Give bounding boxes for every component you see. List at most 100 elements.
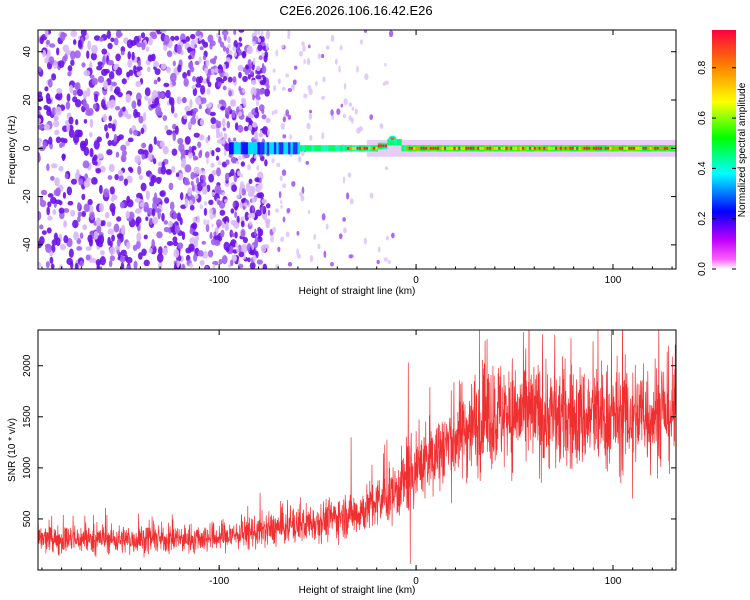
noise-blob [154, 68, 161, 76]
noise-blob [199, 259, 205, 266]
noise-blob [322, 76, 326, 83]
noise-blob [107, 140, 113, 147]
noise-blob [143, 234, 148, 240]
noise-blob [77, 211, 83, 218]
noise-blob [98, 37, 104, 42]
noise-blob [120, 144, 127, 152]
noise-blob [257, 44, 263, 52]
noise-blob [257, 38, 261, 43]
noise-blob [66, 257, 73, 266]
colorbar: 0.0 0.2 0.4 0.6 0.8 Normalized spectral ampl… [697, 30, 748, 276]
noise-blob [202, 170, 206, 176]
spectrogram-y-tick-label: -20 [22, 189, 33, 204]
noise-blob [240, 220, 245, 228]
noise-blob [95, 167, 102, 174]
noise-blob [280, 200, 283, 204]
noise-blob [72, 39, 77, 45]
noise-blob [47, 193, 54, 198]
noise-blob [183, 180, 191, 186]
noise-blob [194, 156, 199, 160]
noise-blob [265, 220, 270, 229]
noise-blob [134, 155, 141, 164]
signal-band-segment [254, 142, 258, 155]
noise-blob [93, 154, 98, 162]
noise-blob [192, 87, 198, 97]
signal-band-core [616, 146, 619, 150]
noise-blob [222, 85, 227, 91]
noise-blob [285, 231, 290, 238]
snr-panel: -100 0 100 500 1000 1500 2000 Height of straig… [7, 329, 677, 596]
noise-blob [286, 207, 291, 214]
signal-band-segment [401, 145, 405, 152]
noise-blob [210, 117, 217, 125]
signal-band-core [514, 146, 517, 150]
noise-blob [147, 152, 153, 162]
noise-blob [238, 251, 245, 258]
noise-blob [137, 60, 142, 67]
noise-blob [287, 114, 292, 120]
noise-blob [242, 75, 248, 83]
noise-blob [100, 98, 106, 109]
noise-blob [248, 124, 253, 132]
noise-blob [108, 71, 115, 80]
noise-blob [254, 131, 258, 140]
noise-blob [233, 255, 237, 262]
signal-band-core [375, 146, 378, 150]
noise-blob [113, 64, 118, 71]
noise-blob [195, 76, 202, 84]
noise-blob [179, 217, 183, 226]
noise-blob [114, 173, 119, 181]
noise-blob [135, 216, 142, 224]
signal-band-core [486, 146, 489, 150]
noise-blob [287, 87, 292, 92]
noise-blob [145, 216, 149, 221]
noise-blob [325, 223, 329, 230]
noise-blob [227, 105, 232, 112]
noise-blob [199, 149, 203, 155]
noise-blob [252, 94, 255, 101]
noise-blob [159, 30, 167, 33]
signal-band-core [474, 146, 477, 150]
noise-blob [119, 255, 126, 264]
signal-band-core [451, 146, 454, 150]
noise-blob [308, 109, 313, 114]
signal-band-core [661, 146, 664, 150]
noise-blob [226, 113, 230, 120]
noise-blob [188, 200, 194, 206]
signal-band-segment [304, 145, 308, 152]
noise-blob [47, 201, 52, 208]
noise-blob [140, 182, 147, 192]
signal-band-core [408, 146, 411, 150]
signal-band-segment [344, 145, 348, 152]
noise-blob [222, 217, 228, 222]
noise-blob [221, 30, 229, 36]
noise-blob [317, 243, 321, 250]
noise-blob [233, 40, 238, 49]
noise-blob [50, 163, 58, 169]
signal-band-core [581, 146, 584, 150]
noise-blob [91, 44, 98, 54]
noise-blob [118, 175, 124, 181]
noise-blob [218, 99, 226, 105]
noise-blob [102, 114, 107, 122]
signal-band-core [441, 146, 444, 150]
noise-blob [296, 248, 300, 256]
noise-blob [127, 51, 132, 60]
noise-blob [271, 110, 275, 116]
noise-blob [180, 149, 186, 156]
signal-band-core [573, 146, 576, 150]
noise-blob [109, 84, 113, 92]
noise-blob [285, 73, 290, 78]
noise-blob [133, 129, 139, 136]
signal-band-core [498, 146, 501, 150]
noise-blob [54, 177, 60, 187]
signal-band-core [640, 146, 643, 150]
noise-blob [181, 158, 187, 167]
noise-blob [116, 216, 122, 222]
noise-blob [66, 93, 71, 102]
noise-blob [94, 160, 98, 166]
noise-blob [330, 34, 335, 43]
noise-blob [259, 177, 262, 184]
noise-blob [193, 166, 200, 176]
noise-blob [198, 134, 205, 141]
